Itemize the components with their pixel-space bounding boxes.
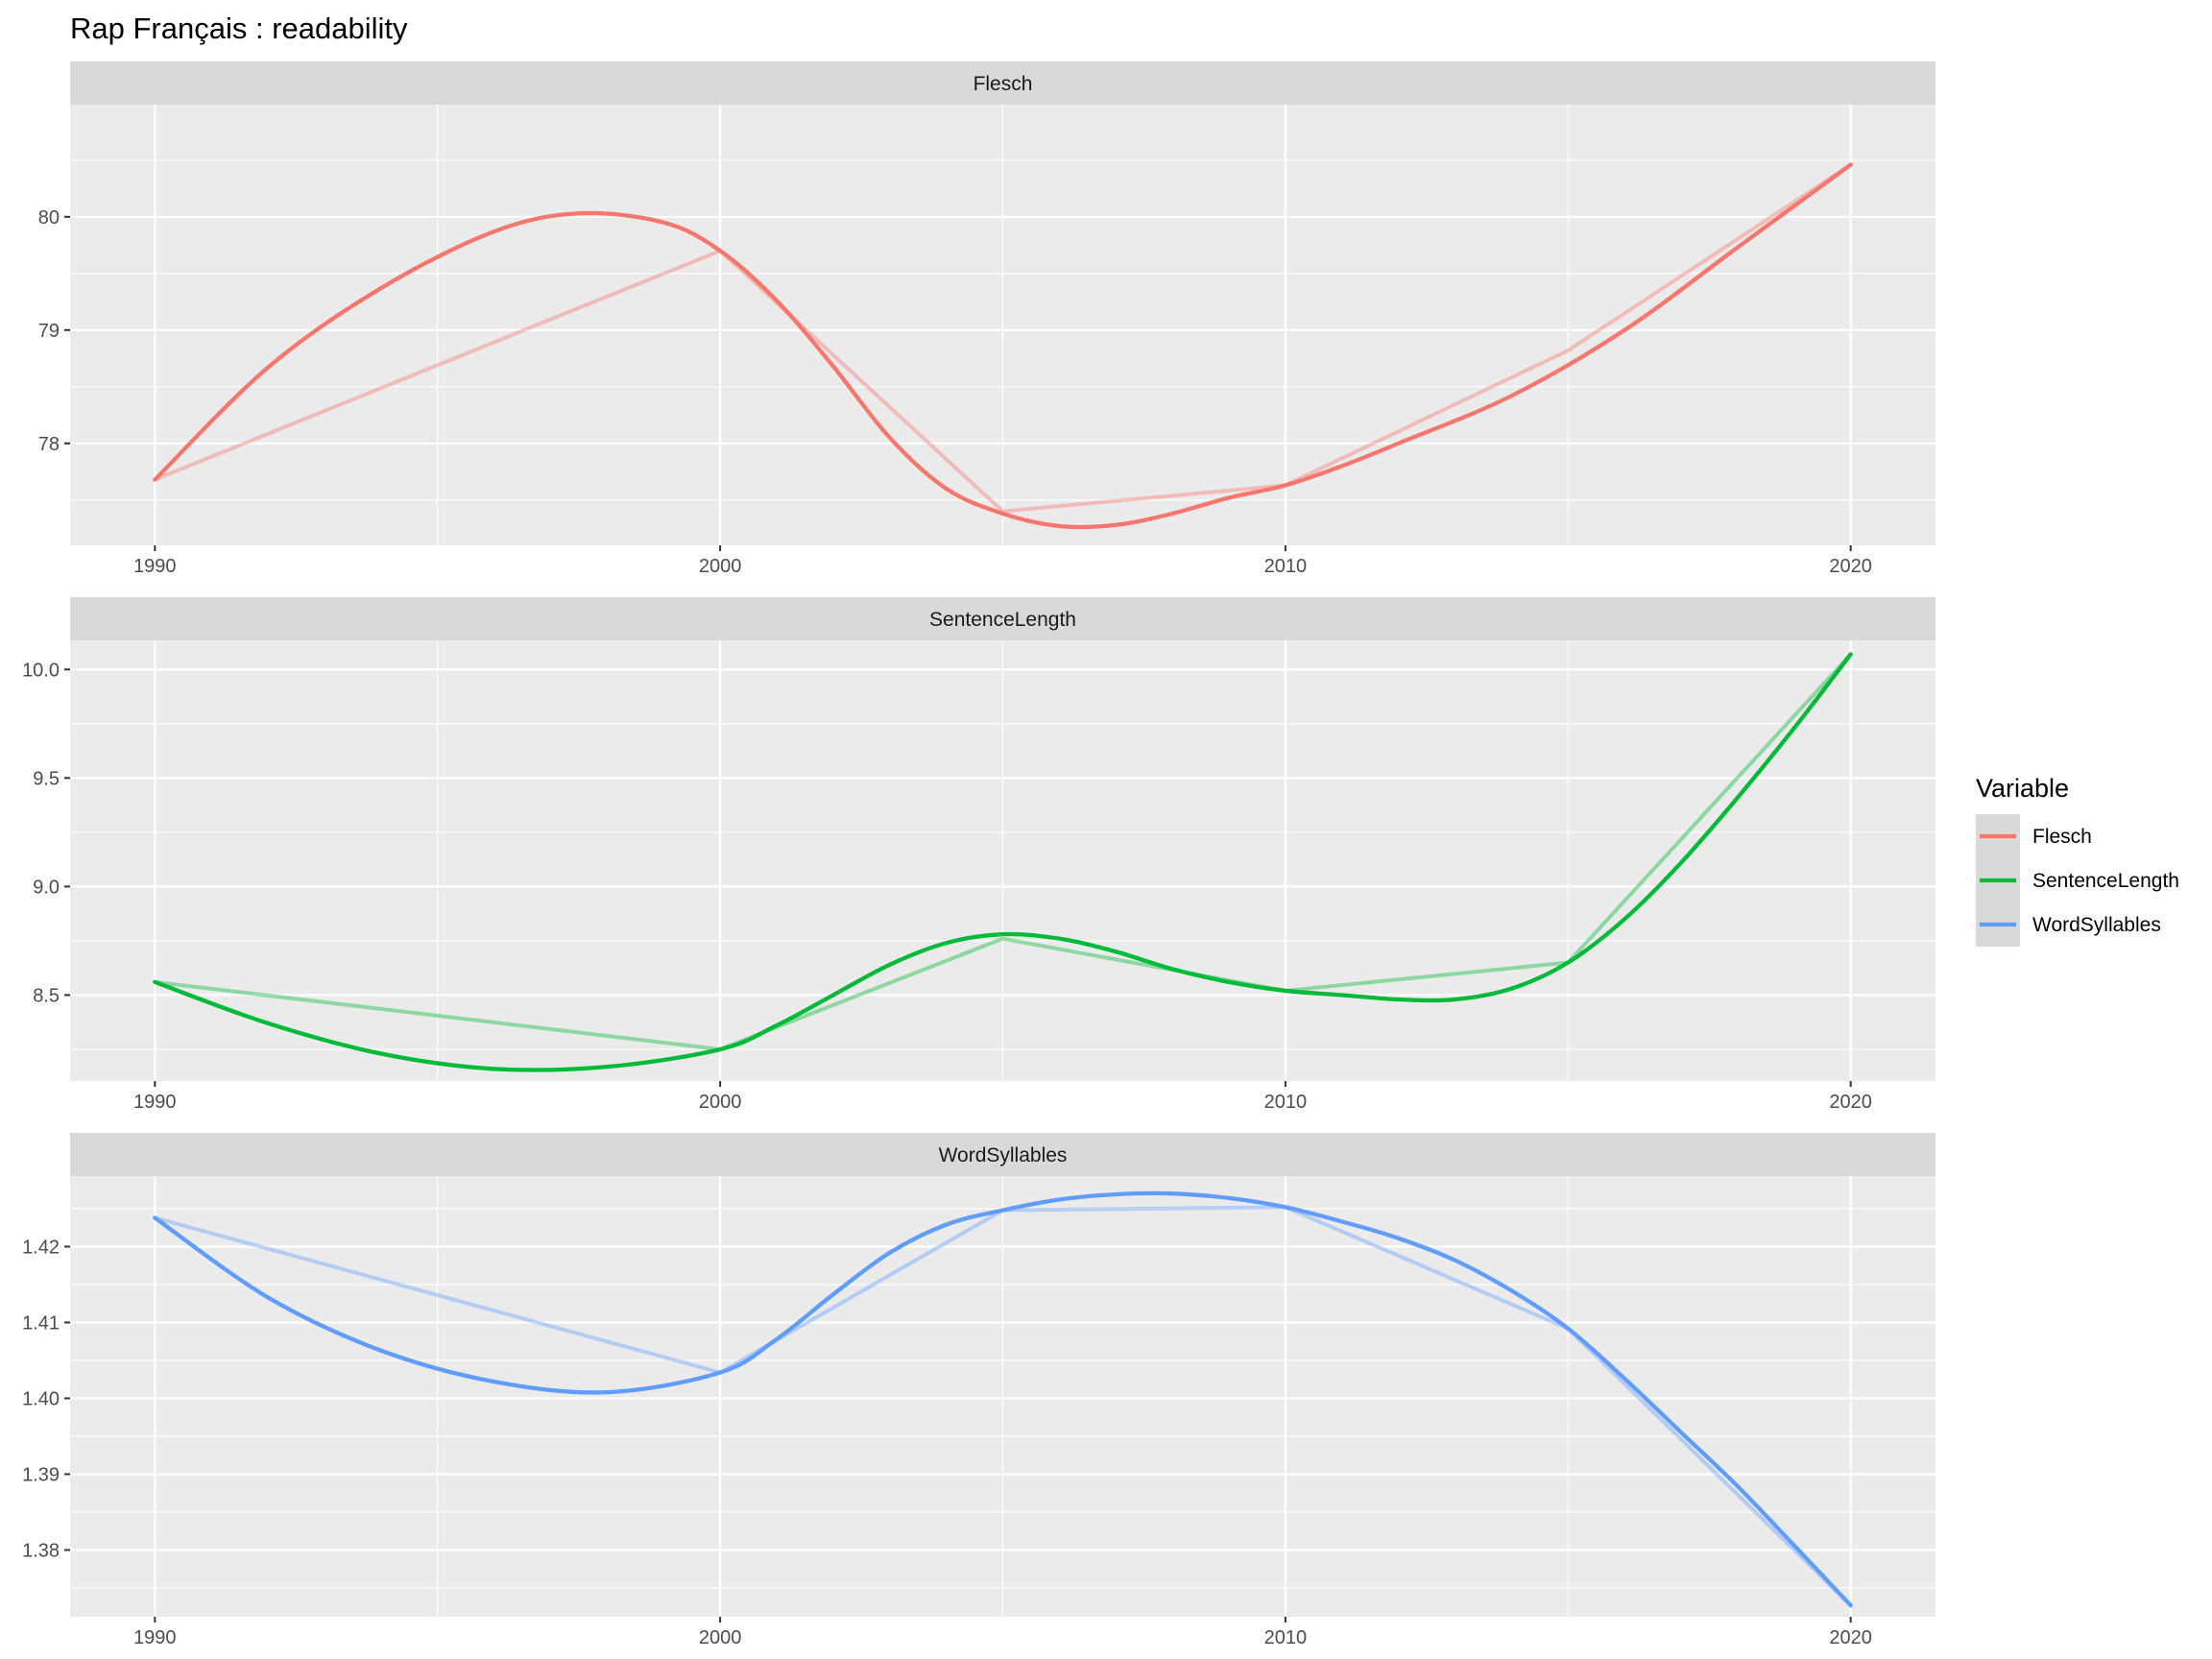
series-smooth-line-WordSyllables xyxy=(153,1190,1853,1608)
x-tick-label: 2000 xyxy=(699,1627,742,1648)
series-raw-line-Flesch xyxy=(153,162,1853,514)
x-tick-label: 2020 xyxy=(1829,1092,1872,1113)
x-tick-label: 1990 xyxy=(133,556,177,577)
x-tick-label: 2000 xyxy=(699,556,742,577)
panel-SentenceLength: SentenceLength 8.5 9.0 9.5 10.0 1990 2000 2010 2… xyxy=(22,597,1936,1113)
y-tick-label: 10.0 xyxy=(22,660,60,681)
y-tick-label: 79 xyxy=(38,321,60,342)
x-tick-label: 2020 xyxy=(1829,1627,1872,1648)
y-tick-label: 1.41 xyxy=(22,1312,60,1334)
facet-strip xyxy=(70,597,1936,640)
x-tick-label: 2010 xyxy=(1264,556,1308,577)
series-raw-line-SentenceLength xyxy=(153,652,1853,1051)
x-tick-label: 2010 xyxy=(1264,1627,1308,1648)
y-tick-label: 78 xyxy=(38,434,60,455)
facet-strip-label: SentenceLength xyxy=(929,609,1076,631)
y-tick-label: 80 xyxy=(38,207,60,228)
y-tick-label: 1.39 xyxy=(22,1464,60,1485)
series-raw-line-WordSyllables xyxy=(153,1205,1853,1608)
legend-label: SentenceLength xyxy=(2032,870,2179,892)
series-smooth-line-SentenceLength xyxy=(153,652,1853,1072)
panel-Flesch: Flesch 78 79 80 1990 2000 2010 2020 xyxy=(38,61,1936,577)
legend-title: Variable xyxy=(1976,774,2069,803)
x-tick-label: 2010 xyxy=(1264,1092,1308,1113)
x-tick-label: 1990 xyxy=(133,1092,177,1113)
y-tick-label: 1.38 xyxy=(22,1540,60,1561)
x-tick-label: 1990 xyxy=(133,1627,177,1648)
facet-strip xyxy=(70,1133,1936,1176)
legend: Variable Flesch SentenceLength WordSyllable… xyxy=(1976,774,2179,947)
x-tick-label: 2020 xyxy=(1829,556,1872,577)
chart-title: Rap Français : readability xyxy=(70,12,408,45)
y-tick-label: 9.5 xyxy=(33,768,60,789)
facet-strip xyxy=(70,61,1936,105)
series-smooth-line-Flesch xyxy=(153,162,1853,530)
panel-WordSyllables: WordSyllables 1.38 1.39 1.40 1.41 1.42 1990 200… xyxy=(22,1133,1936,1648)
y-tick-label: 8.5 xyxy=(33,985,60,1006)
y-tick-label: 1.40 xyxy=(22,1388,60,1409)
legend-label: Flesch xyxy=(2032,826,2092,848)
y-tick-label: 1.42 xyxy=(22,1237,60,1258)
legend-label: WordSyllables xyxy=(2032,914,2161,936)
facet-strip-label: WordSyllables xyxy=(939,1144,1068,1166)
y-tick-label: 9.0 xyxy=(33,877,60,898)
facet-strip-label: Flesch xyxy=(974,73,1033,95)
x-tick-label: 2000 xyxy=(699,1092,742,1113)
